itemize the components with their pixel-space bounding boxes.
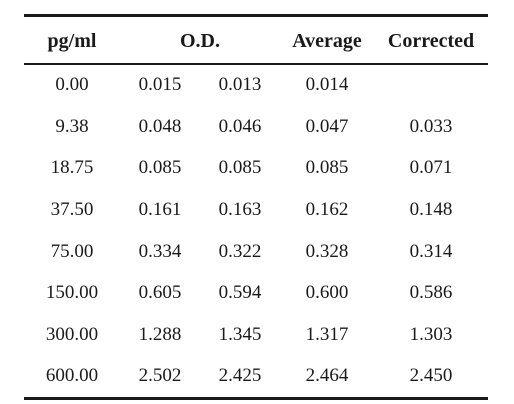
header-concentration: pg/ml: [47, 29, 97, 52]
cell-od-2: 0.163: [218, 199, 262, 221]
cell-corrected: 0.033: [409, 115, 453, 137]
cell-corrected: 0.071: [409, 157, 453, 179]
cell-corrected: 2.450: [409, 365, 453, 387]
cell-od-2: 0.594: [218, 282, 262, 304]
cell-concentration: 300.00: [45, 323, 99, 345]
cell-concentration: 150.00: [45, 282, 99, 304]
table-row: 18.75 0.085 0.085 0.085 0.071: [24, 148, 488, 190]
header-od: O.D.: [180, 29, 220, 52]
cell-od-1: 0.334: [138, 240, 182, 262]
table-row: 300.00 1.288 1.345 1.317 1.303: [24, 314, 488, 356]
cell-corrected: 1.303: [409, 323, 453, 345]
data-table: pg/ml O.D. Average Corrected: [24, 17, 488, 63]
cell-od-1: 0.015: [138, 74, 182, 96]
header-row: pg/ml O.D. Average Corrected: [24, 17, 488, 63]
cell-od-1: 0.605: [138, 282, 182, 304]
cell-concentration: 37.50: [50, 199, 94, 221]
data-table-body: 0.00 0.015 0.013 0.014 9.38 0.048 0.046 …: [24, 65, 488, 398]
cell-od-1: 1.288: [138, 323, 182, 345]
table-top-rule: [24, 14, 488, 17]
cell-average: 2.464: [305, 365, 349, 387]
table-row: 75.00 0.334 0.322 0.328 0.314: [24, 231, 488, 273]
cell-concentration: 600.00: [45, 365, 99, 387]
table-body: 0.00 0.015 0.013 0.014 9.38 0.048 0.046 …: [24, 65, 488, 398]
table-row: 600.00 2.502 2.425 2.464 2.450: [24, 356, 488, 398]
cell-od-1: 0.048: [138, 115, 182, 137]
cell-od-2: 0.322: [218, 240, 262, 262]
header-rule: [24, 63, 488, 65]
cell-od-2: 2.425: [218, 365, 262, 387]
cell-od-2: 0.085: [218, 157, 262, 179]
cell-concentration: 0.00: [55, 74, 89, 96]
cell-average: 0.085: [305, 157, 349, 179]
header-corrected: Corrected: [387, 29, 475, 52]
cell-od-2: 0.046: [218, 115, 262, 137]
cell-average: 0.047: [305, 115, 349, 137]
cell-corrected: [374, 65, 488, 107]
cell-concentration: 9.38: [55, 115, 89, 137]
cell-od-2: 0.013: [218, 74, 262, 96]
cell-corrected: 0.586: [409, 282, 453, 304]
table-bottom-rule: [24, 397, 488, 401]
standard-curve-table: pg/ml O.D. Average Corrected 0.00 0.015 …: [24, 14, 488, 401]
table-row: 0.00 0.015 0.013 0.014: [24, 65, 488, 107]
cell-od-2: 1.345: [218, 323, 262, 345]
cell-average: 0.162: [305, 199, 349, 221]
table-row: 9.38 0.048 0.046 0.047 0.033: [24, 106, 488, 148]
cell-average: 1.317: [305, 323, 349, 345]
cell-corrected: 0.314: [409, 240, 453, 262]
cell-concentration: 75.00: [50, 240, 94, 262]
cell-corrected: 0.148: [409, 199, 453, 221]
cell-od-1: 0.161: [138, 199, 182, 221]
cell-average: 0.328: [305, 240, 349, 262]
cell-average: 0.014: [305, 74, 349, 96]
header-average: Average: [292, 29, 362, 52]
table-row: 37.50 0.161 0.163 0.162 0.148: [24, 189, 488, 231]
cell-od-1: 2.502: [138, 365, 182, 387]
cell-average: 0.600: [305, 282, 349, 304]
cell-od-1: 0.085: [138, 157, 182, 179]
cell-concentration: 18.75: [50, 157, 94, 179]
table-row: 150.00 0.605 0.594 0.600 0.586: [24, 272, 488, 314]
